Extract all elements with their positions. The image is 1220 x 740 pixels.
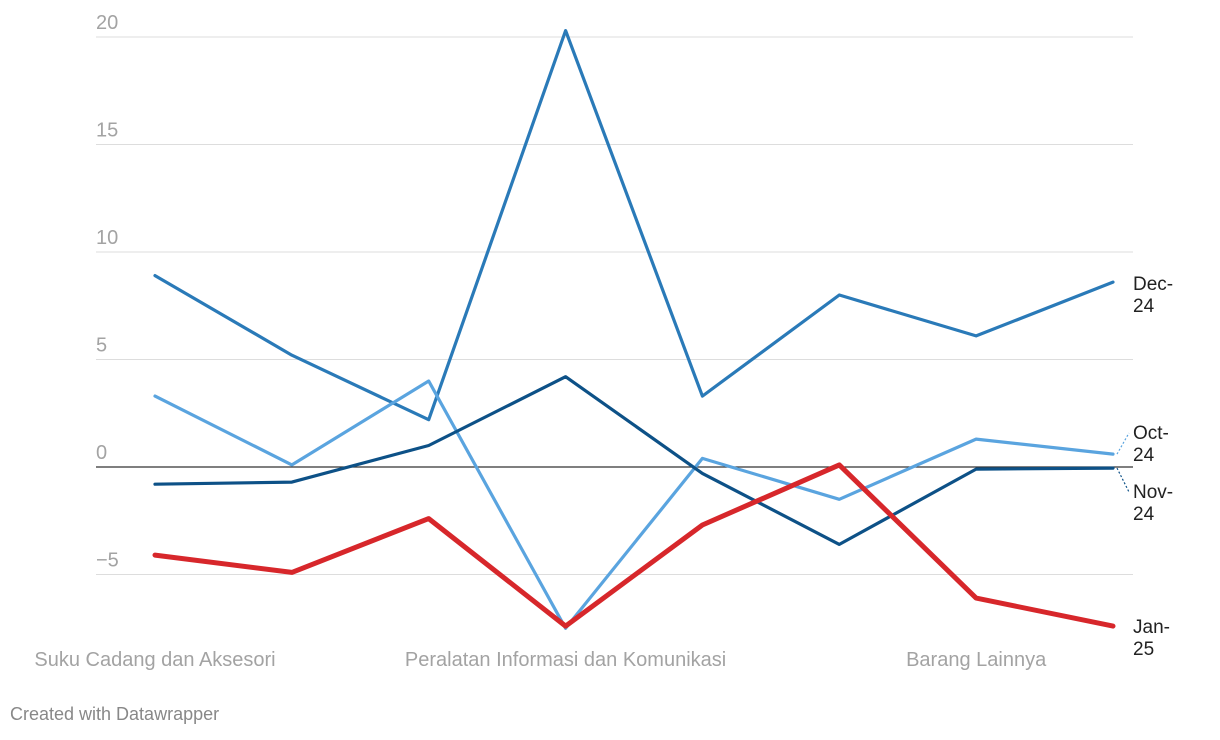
series-line-dec-24 — [153, 29, 1115, 422]
series-label-line: Oct- — [1133, 423, 1169, 444]
x-tick-label: Suku Cadang dan Aksesori — [34, 649, 275, 671]
y-tick-label: 0 — [96, 442, 107, 464]
y-tick-label: 10 — [96, 227, 118, 249]
series-lines — [152, 29, 1116, 630]
series-label-line: 24 — [1133, 445, 1155, 466]
label-connector — [1116, 432, 1130, 455]
series-line-nov-24 — [153, 375, 1115, 547]
y-axis-ticks: 20 15 10 5 0 −5 — [96, 12, 119, 572]
series-label-dec-24: Dec-24 — [1133, 274, 1173, 317]
y-tick-label: 15 — [96, 120, 118, 142]
credit-text: Created with Datawrapper — [10, 704, 220, 724]
y-tick-label: −5 — [96, 550, 119, 572]
series-line-oct-24 — [153, 379, 1115, 630]
x-axis-ticks: Suku Cadang dan Aksesori Peralatan Inform… — [34, 649, 1047, 671]
series-line-jan-25 — [152, 462, 1116, 629]
gridlines — [96, 36, 1133, 575]
x-tick-label: Peralatan Informasi dan Komunikasi — [405, 649, 726, 671]
series-label-line: 24 — [1133, 504, 1155, 525]
y-tick-label: 20 — [96, 12, 118, 34]
series-label-nov-24: Nov-24 — [1133, 482, 1173, 525]
series-label-jan-25: Jan-25 — [1133, 617, 1170, 660]
series-label-line: Dec- — [1133, 274, 1173, 295]
series-label-line: Nov- — [1133, 482, 1173, 503]
x-tick-label: Barang Lainnya — [906, 649, 1047, 671]
series-label-oct-24: Oct-24 — [1133, 423, 1169, 466]
series-label-line: 24 — [1133, 296, 1155, 317]
series-label-line: 25 — [1133, 639, 1154, 660]
label-connector — [1116, 467, 1130, 493]
series-label-line: Jan- — [1133, 617, 1170, 638]
y-tick-label: 5 — [96, 335, 107, 357]
